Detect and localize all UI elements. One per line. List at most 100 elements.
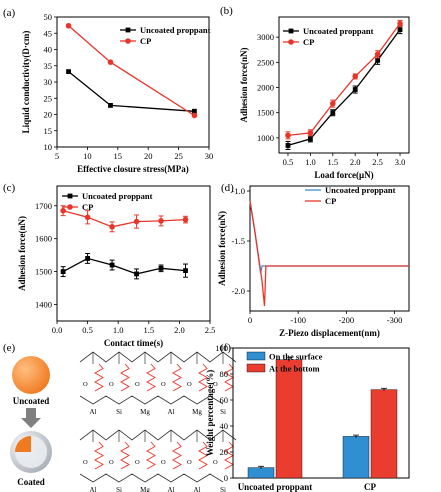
legend-label: On the surface	[269, 352, 323, 362]
panel-f: (f) 0 20 40 60 80 100 Weight percentage(%) Uncoa…	[205, 342, 410, 492]
legend-swatch	[246, 363, 266, 373]
lower-lattice-atom: Si	[220, 486, 226, 492]
legend-label: Uncoated proppant	[303, 26, 374, 36]
x-tick-label: 2.0	[174, 325, 185, 335]
y-axis-label: Adhesion force(nN)	[17, 216, 27, 291]
x-tick-label: 20	[144, 151, 153, 161]
x-tick-label: 25	[174, 151, 183, 161]
upper-lattice-oxygen: O	[109, 381, 114, 388]
panel-a: (a)5 10 15 20 25 30101520253035404550Effectiv…	[3, 7, 213, 174]
uncoated-sphere-icon	[12, 356, 50, 394]
spring-icon	[172, 363, 182, 392]
panel-label: (b)	[220, 5, 233, 17]
plot-frame	[56, 185, 211, 322]
y-tick-label: 2000	[257, 83, 274, 93]
lower-lattice-oxygen: O	[161, 459, 166, 466]
bar	[247, 467, 275, 479]
y-tick-label: 1000	[257, 133, 274, 143]
data-point	[85, 256, 90, 261]
panel-c: (c) 0.0 0.5 1.0 1.5 2.0 2.5 1400 1500 1600 1700 Con…	[3, 182, 215, 348]
data-point	[191, 112, 198, 119]
lower-lattice-atom: Al	[90, 486, 97, 492]
y-tick-label: -1.5	[232, 236, 245, 246]
spring-icon	[146, 363, 156, 392]
lower-lattice-atom: Al	[194, 486, 201, 492]
data-point	[133, 218, 140, 225]
down-arrow-icon	[21, 408, 41, 428]
legend-marker	[67, 193, 73, 199]
y-tick-label: 100	[215, 343, 228, 353]
y-tick-label: 25	[44, 93, 53, 103]
x-axis-label: Effective closure stress(MPa)	[77, 164, 189, 174]
panel-e: (e) Uncoated Coated O O O O O O Al Si Mg Al Mg Si O O O O O…	[3, 342, 237, 492]
data-point	[285, 132, 291, 139]
data-point	[84, 214, 91, 221]
x-tick-label: 1.0	[113, 325, 124, 335]
legend-label: CP	[325, 196, 336, 206]
upper-lattice-atom: Si	[220, 408, 226, 416]
data-point	[107, 59, 114, 65]
lower-lattice-bottom-chain	[79, 473, 224, 483]
panel-label: (f)	[220, 342, 231, 354]
y-tick-label: 40	[220, 421, 229, 431]
y-tick-label: 40	[44, 45, 53, 55]
x-tick-label: 1.5	[327, 157, 338, 167]
x-tick-label: 1.0	[305, 157, 316, 167]
data-point	[307, 130, 314, 136]
y-tick-label: 1500	[35, 267, 52, 277]
legend-label: Uncoated proppant	[82, 191, 153, 201]
data-point	[307, 136, 313, 142]
data-point	[108, 103, 113, 108]
data-point	[330, 110, 336, 116]
legend-label: CP	[82, 202, 93, 212]
y-tick-label: 35	[44, 61, 53, 71]
x-tick-label: -200	[339, 315, 355, 325]
panel-label: (d)	[221, 182, 234, 194]
x-tick-label: 0.5	[82, 325, 93, 335]
lower-lattice-oxygen: O	[135, 459, 140, 466]
upper-lattice-oxygen: O	[161, 381, 166, 388]
x-category-label: Uncoated proppant	[238, 482, 313, 492]
legend-marker	[125, 27, 131, 33]
x-tick-label: -300	[387, 315, 403, 325]
x-tick-label: 5	[55, 151, 59, 161]
legend-label: At the bottom	[269, 364, 320, 374]
series-line-1	[249, 200, 409, 307]
spring-icon	[198, 441, 208, 470]
data-point	[352, 87, 358, 92]
plot-frame	[56, 16, 210, 148]
panel-label: (e)	[3, 342, 16, 354]
y-tick-label: 60	[220, 395, 229, 405]
upper-lattice-atom: Al	[168, 408, 175, 416]
x-tick-label: 10	[83, 151, 92, 161]
legend-marker	[288, 28, 294, 34]
upper-lattice-atom: Si	[116, 408, 122, 416]
y-tick-label: 45	[44, 28, 53, 38]
y-tick-label: 50	[44, 12, 53, 22]
y-tick-label: 20	[44, 110, 53, 120]
data-point	[134, 271, 139, 277]
panel-b: (b) 0.5 1.0 1.5 2.0 2.5 3.0 1000 1500 2000 2500 300…	[220, 5, 410, 180]
data-point	[60, 207, 66, 214]
legend-label: Uncoated proppant	[325, 185, 396, 195]
data-point	[66, 69, 71, 74]
bar	[342, 436, 370, 479]
bar	[275, 359, 303, 479]
data-point	[109, 262, 115, 268]
panel-d: (d) 0 -100 -200 -300 -1.0 -1.5 -2.0 Z-Piezo disp…	[217, 182, 410, 338]
y-tick-label: 15	[44, 126, 53, 136]
lower-lattice-atom: Al	[168, 486, 175, 492]
data-point	[65, 22, 72, 29]
y-axis-label: Adhesion force(nN)	[239, 47, 249, 122]
data-point	[158, 265, 164, 271]
x-category-label: CP	[364, 482, 376, 492]
data-point	[375, 57, 381, 63]
lower-lattice-oxygen: O	[213, 459, 218, 466]
y-axis-label: Weight percentage(%)	[205, 370, 215, 457]
spring-icon	[146, 441, 156, 470]
uncoated-label: Uncoated	[13, 396, 50, 406]
x-axis-label: Contact time(s)	[104, 338, 163, 348]
y-tick-label: 20	[220, 447, 229, 457]
plot-frame	[249, 185, 410, 312]
